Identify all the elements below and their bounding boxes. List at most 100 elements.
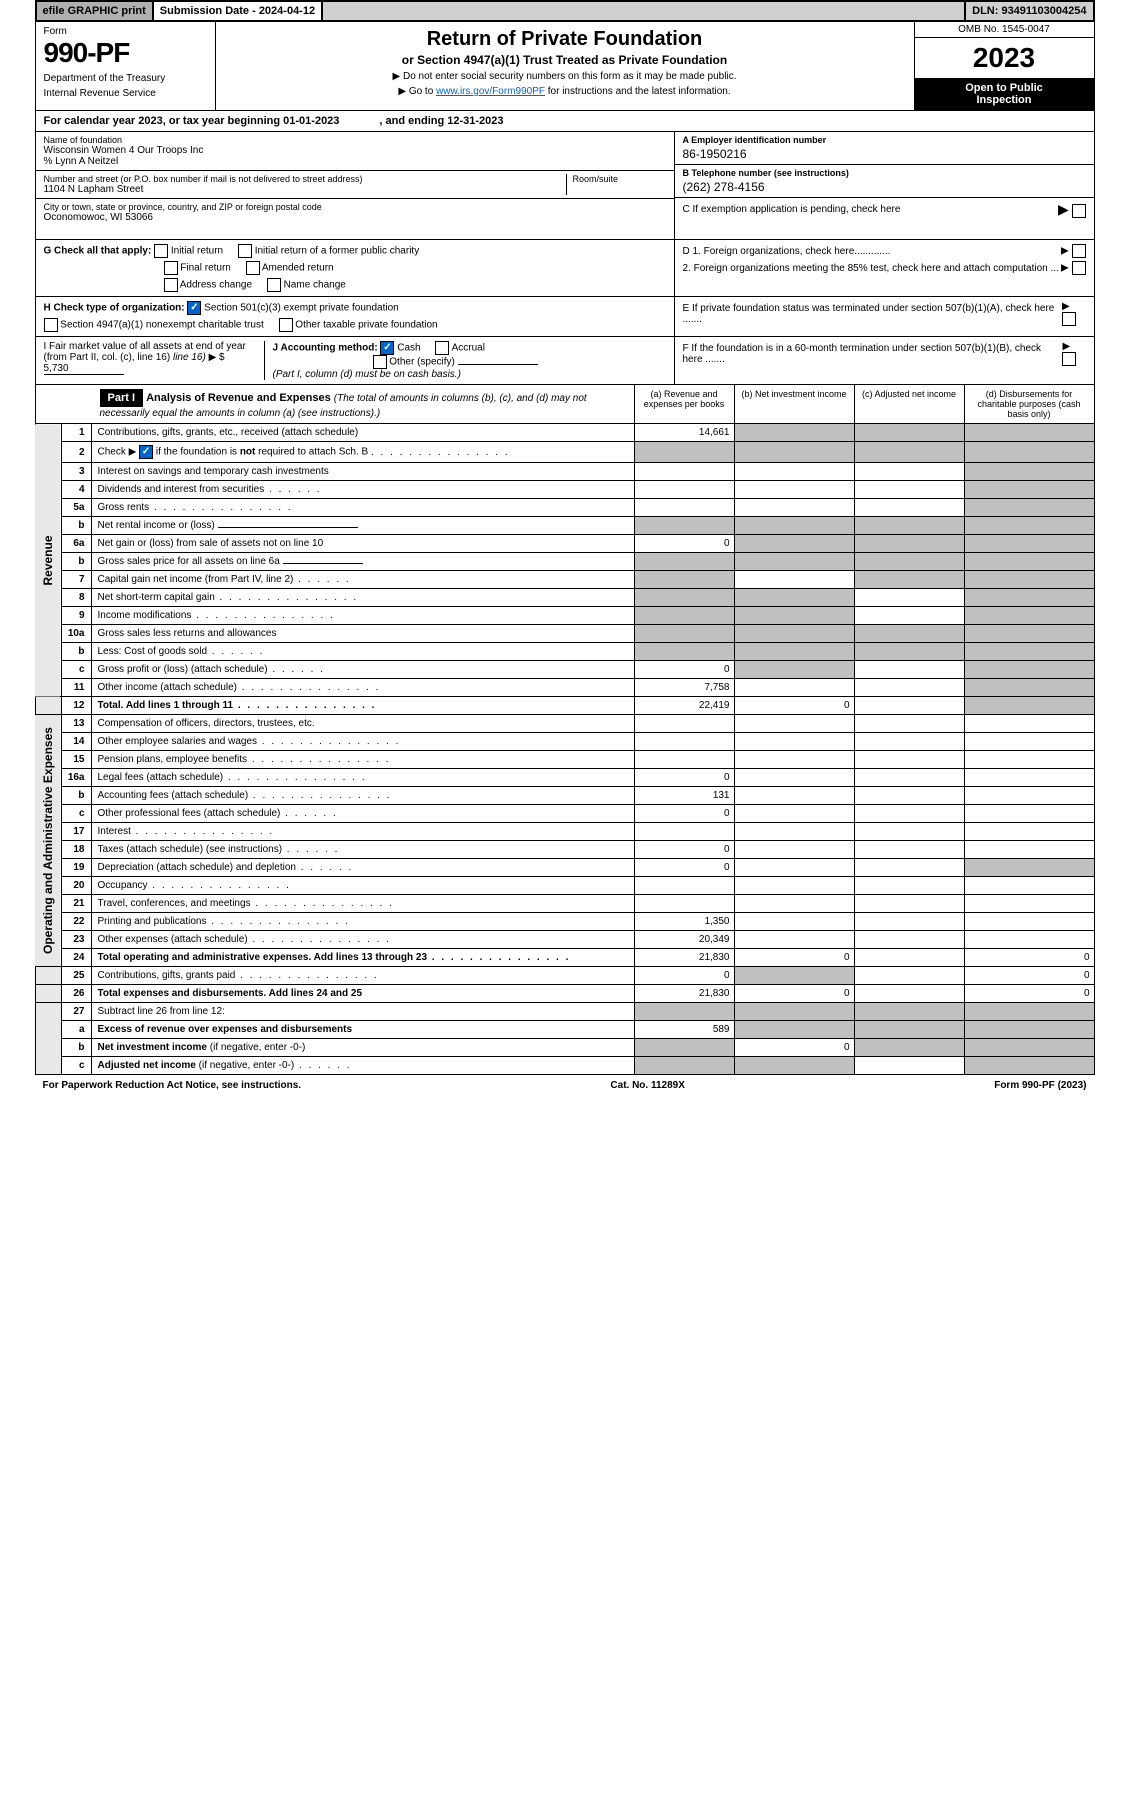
val-c: [854, 661, 964, 679]
submission-date: Submission Date - 2024-04-12: [154, 2, 323, 20]
table-row: 5aGross rents: [35, 499, 1094, 517]
e-checkbox[interactable]: [1062, 312, 1076, 326]
efile-print-button[interactable]: efile GRAPHIC print: [37, 2, 154, 20]
g-name-checkbox[interactable]: [267, 278, 281, 292]
h-4947-checkbox[interactable]: [44, 318, 58, 332]
c-checkbox[interactable]: [1072, 204, 1086, 218]
val-d: 0: [964, 985, 1094, 1003]
header-left: Form 990-PF Department of the Treasury I…: [36, 22, 216, 110]
table-row: Operating and Administrative Expenses 13…: [35, 715, 1094, 733]
blank-side: [35, 967, 61, 985]
h-501c3-checkbox[interactable]: ✓: [187, 301, 201, 315]
d1-label: D 1. Foreign organizations, check here..…: [683, 246, 891, 257]
val-b: [734, 751, 854, 769]
table-row: 4Dividends and interest from securities: [35, 481, 1094, 499]
line-num: 15: [61, 751, 91, 769]
val-d: [964, 805, 1094, 823]
g-final-checkbox[interactable]: [164, 261, 178, 275]
line-desc: Total. Add lines 1 through 11: [91, 697, 634, 715]
val-d: 0: [964, 967, 1094, 985]
val-d: [964, 661, 1094, 679]
val-c: [854, 481, 964, 499]
table-row: cGross profit or (loss) (attach schedule…: [35, 661, 1094, 679]
irs-link[interactable]: www.irs.gov/Form990PF: [436, 86, 545, 97]
table-row: 21Travel, conferences, and meetings: [35, 895, 1094, 913]
d2-checkbox[interactable]: [1072, 261, 1086, 275]
calendar-year-row: For calendar year 2023, or tax year begi…: [35, 111, 1095, 132]
val-d: [964, 424, 1094, 442]
val-d: [964, 535, 1094, 553]
dln-label: DLN: 93491103004254: [966, 2, 1092, 20]
h2-label: Section 4947(a)(1) nonexempt charitable …: [60, 320, 263, 331]
table-row: Revenue 1Contributions, gifts, grants, e…: [35, 424, 1094, 442]
table-row: 17Interest: [35, 823, 1094, 841]
val-a: [634, 823, 734, 841]
val-c: [854, 859, 964, 877]
foundation-name: Wisconsin Women 4 Our Troops Inc: [44, 145, 666, 156]
f-label: F If the foundation is in a 60-month ter…: [683, 343, 1063, 365]
line-num: 20: [61, 877, 91, 895]
val-a: [634, 715, 734, 733]
val-d: [964, 1003, 1094, 1021]
line-desc: Net rental income or (loss): [91, 517, 634, 535]
val-d: [964, 931, 1094, 949]
val-a: 0: [634, 805, 734, 823]
col-d-header: (d) Disbursements for charitable purpose…: [964, 385, 1094, 423]
val-a: [634, 607, 734, 625]
line-num: b: [61, 787, 91, 805]
dept-treasury: Department of the Treasury: [44, 73, 207, 84]
val-b: [734, 607, 854, 625]
val-c: [854, 463, 964, 481]
table-row: 8Net short-term capital gain: [35, 589, 1094, 607]
val-a: [634, 733, 734, 751]
val-d: [964, 589, 1094, 607]
val-a: 0: [634, 859, 734, 877]
val-c: [854, 787, 964, 805]
line-num: 6a: [61, 535, 91, 553]
val-c: [854, 913, 964, 931]
footer-right: Form 990-PF (2023): [994, 1080, 1086, 1091]
g-address-checkbox[interactable]: [164, 278, 178, 292]
val-d: [964, 697, 1094, 715]
part1-label: Part I: [100, 389, 144, 407]
line-num: 21: [61, 895, 91, 913]
g-amended-checkbox[interactable]: [246, 261, 260, 275]
line-num: 26: [61, 985, 91, 1003]
line-desc: Capital gain net income (from Part IV, l…: [91, 571, 634, 589]
line-num: 5a: [61, 499, 91, 517]
line-num: 9: [61, 607, 91, 625]
schb-checkbox[interactable]: ✓: [139, 445, 153, 459]
note-goto: ▶ Go to www.irs.gov/Form990PF for instru…: [222, 86, 908, 97]
d1-checkbox[interactable]: [1072, 244, 1086, 258]
val-d: [964, 841, 1094, 859]
d2-label: 2. Foreign organizations meeting the 85%…: [683, 263, 1059, 274]
j-accrual-checkbox[interactable]: [435, 341, 449, 355]
table-row: aExcess of revenue over expenses and dis…: [35, 1021, 1094, 1039]
val-b: [734, 733, 854, 751]
j-other-checkbox[interactable]: [373, 355, 387, 369]
open-inspection: Open to Public Inspection: [915, 78, 1094, 110]
table-row: 25Contributions, gifts, grants paid00: [35, 967, 1094, 985]
foundation-name-cell: Name of foundation Wisconsin Women 4 Our…: [36, 132, 674, 171]
phone-value: (262) 278-4156: [683, 180, 1086, 194]
val-a: 0: [634, 967, 734, 985]
val-b: [734, 661, 854, 679]
h-other-checkbox[interactable]: [279, 318, 293, 332]
c-label: C If exemption application is pending, c…: [683, 204, 901, 215]
j3-label: Other (specify): [389, 357, 455, 368]
val-c: [854, 751, 964, 769]
table-row: 2Check ▶ ✓ if the foundation is not requ…: [35, 442, 1094, 463]
val-a: [634, 625, 734, 643]
line-desc: Other income (attach schedule): [91, 679, 634, 697]
table-row: 18Taxes (attach schedule) (see instructi…: [35, 841, 1094, 859]
g-initial-checkbox[interactable]: [154, 244, 168, 258]
j-cash-checkbox[interactable]: ✓: [380, 341, 394, 355]
footer: For Paperwork Reduction Act Notice, see …: [35, 1077, 1095, 1094]
g-initial-former-checkbox[interactable]: [238, 244, 252, 258]
val-c: [854, 607, 964, 625]
val-d: [964, 1039, 1094, 1057]
val-b: [734, 535, 854, 553]
val-b: 0: [734, 985, 854, 1003]
f-checkbox[interactable]: [1062, 352, 1076, 366]
table-row: 7Capital gain net income (from Part IV, …: [35, 571, 1094, 589]
